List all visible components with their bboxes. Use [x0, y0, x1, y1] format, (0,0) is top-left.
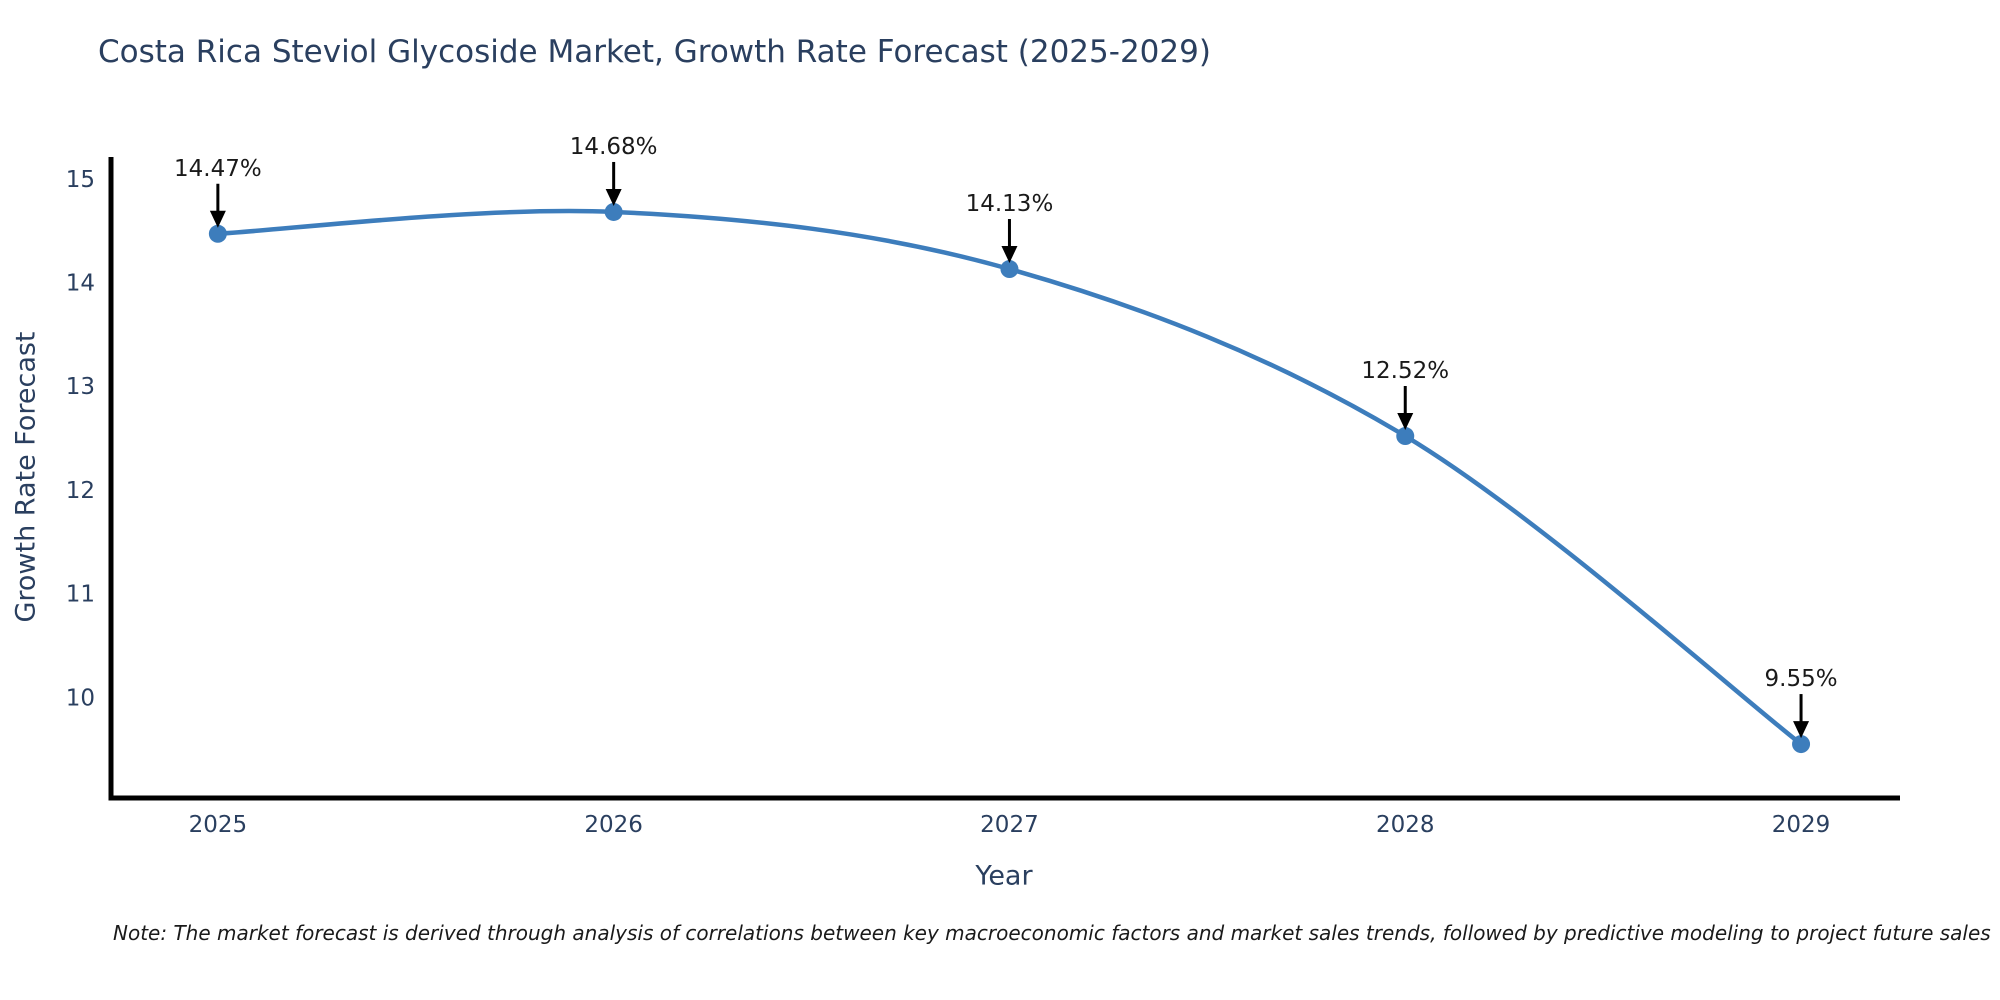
- annotation-label-2028: 12.52%: [1361, 358, 1449, 384]
- x-tick-2025: 2025: [189, 812, 248, 838]
- data-point-2029[interactable]: [1792, 735, 1811, 754]
- x-tick-2029: 2029: [1772, 812, 1831, 838]
- annotation-label-2029: 9.55%: [1765, 666, 1838, 692]
- annotation-label-2025: 14.47%: [174, 156, 262, 182]
- annotation-arrowhead-2027: [1001, 246, 1018, 264]
- y-tick-11: 11: [66, 582, 95, 608]
- x-tick-2027: 2027: [980, 812, 1039, 838]
- annotation-arrowhead-2026: [605, 188, 622, 206]
- growth-rate-line-series: [215, 208, 1804, 747]
- data-point-2027[interactable]: [1000, 260, 1019, 279]
- annotation-label-2026: 14.68%: [570, 134, 658, 160]
- data-point-2025[interactable]: [208, 224, 227, 243]
- annotation-label-2027: 14.13%: [966, 191, 1054, 217]
- y-tick-12: 12: [66, 478, 95, 504]
- x-tick-2028: 2028: [1376, 812, 1435, 838]
- x-axis-title: Year: [975, 860, 1033, 892]
- annotation-arrowhead-2028: [1397, 413, 1414, 431]
- annotation-arrowhead-2029: [1793, 721, 1810, 739]
- data-point-2028[interactable]: [1396, 427, 1415, 446]
- x-tick-2026: 2026: [584, 812, 643, 838]
- y-tick-15: 15: [66, 167, 95, 193]
- data-point-2026[interactable]: [604, 202, 623, 221]
- chart-title: Costa Rica Steviol Glycoside Market, Gro…: [98, 34, 1211, 70]
- annotation-arrowhead-2025: [209, 210, 226, 228]
- y-tick-13: 13: [66, 374, 95, 400]
- y-tick-10: 10: [66, 685, 95, 711]
- y-tick-14: 14: [66, 271, 95, 297]
- footnote: Note: The market forecast is derived thr…: [113, 921, 1991, 945]
